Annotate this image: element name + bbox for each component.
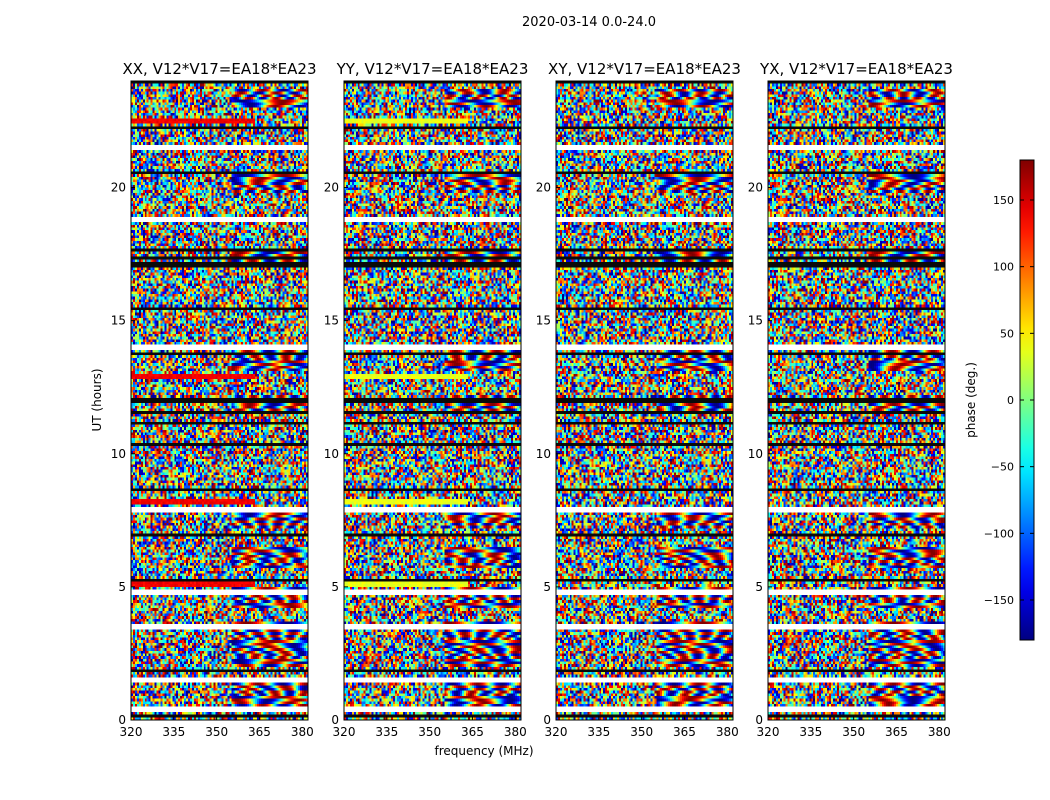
colorbar-tick-label: 100	[993, 261, 1014, 274]
y-tick-label: 10	[324, 447, 339, 461]
x-tick-label: 365	[248, 725, 271, 739]
panel-title: XY, V12*V17=EA18*EA23	[548, 60, 741, 78]
x-tick-label: 320	[757, 725, 780, 739]
y-tick-label: 15	[536, 314, 551, 328]
colorbar-tick-label: −50	[991, 461, 1014, 474]
x-tick-label: 335	[799, 725, 822, 739]
y-tick-label: 0	[543, 713, 551, 727]
y-tick-label: 15	[324, 314, 339, 328]
y-tick-label: 10	[748, 447, 763, 461]
x-tick-label: 380	[291, 725, 314, 739]
panel-yx: YX, V12*V17=EA18*EA23 320 335 350 365 380 0 5 10…	[748, 60, 953, 739]
y-tick-label: 0	[755, 713, 763, 727]
y-tick-label: 5	[118, 580, 126, 594]
panel-title: YX, V12*V17=EA18*EA23	[759, 60, 953, 78]
phase-heatmap-xy	[556, 81, 733, 720]
x-tick-label: 365	[885, 725, 908, 739]
y-tick-label: 20	[748, 181, 763, 195]
panel-yy: YY, V12*V17=EA18*EA23 320 335 350 365 380 0 5 10…	[324, 60, 529, 739]
panel-title: XX, V12*V17=EA18*EA23	[122, 60, 316, 78]
y-tick-label: 0	[331, 713, 339, 727]
panel-xy: XY, V12*V17=EA18*EA23 320 335 350 365 380 0 5 10…	[536, 60, 741, 739]
panel-title: YY, V12*V17=EA18*EA23	[336, 60, 529, 78]
colorbar-label: phase (deg.)	[964, 362, 978, 438]
panel-xx: XX, V12*V17=EA18*EA23 320 335 350 365 380 0 5 10…	[111, 60, 317, 739]
y-axis-label: UT (hours)	[90, 368, 104, 431]
plot-frame	[343, 80, 522, 721]
x-tick-label: 320	[120, 725, 143, 739]
x-tick-label: 320	[545, 725, 568, 739]
x-tick-label: 335	[375, 725, 398, 739]
y-tick-label: 5	[331, 580, 339, 594]
x-tick-label: 380	[928, 725, 951, 739]
y-tick-label: 20	[324, 181, 339, 195]
y-tick-label: 5	[755, 580, 763, 594]
y-tick-label: 10	[536, 447, 551, 461]
plot-frame	[130, 80, 309, 721]
colorbar-tick-label: 0	[1007, 394, 1014, 407]
y-tick-label: 10	[111, 447, 126, 461]
y-tick-label: 20	[536, 181, 551, 195]
figure-title: 2020-03-14 0.0-24.0	[522, 15, 656, 30]
y-tick-label: 0	[118, 713, 126, 727]
x-axis-label: frequency (MHz)	[434, 744, 533, 758]
y-tick-label: 15	[111, 314, 126, 328]
x-tick-label: 350	[205, 725, 228, 739]
colorbar-tick-label: 150	[993, 194, 1014, 207]
colorbar-tick-label: 50	[1000, 327, 1014, 340]
phase-heatmap-yx	[768, 81, 945, 720]
phase-heatmap-yy	[344, 81, 521, 720]
x-tick-label: 365	[461, 725, 484, 739]
phase-heatmap-xx	[131, 81, 308, 720]
x-tick-label: 320	[333, 725, 356, 739]
x-tick-label: 350	[842, 725, 865, 739]
x-tick-label: 335	[162, 725, 185, 739]
plot-frame	[767, 80, 946, 721]
y-tick-label: 15	[748, 314, 763, 328]
x-tick-label: 350	[418, 725, 441, 739]
plot-frame	[555, 80, 734, 721]
x-tick-label: 365	[673, 725, 696, 739]
colorbar: 150 100 50 0 −50 −100 −150 phase (deg.)	[964, 159, 1035, 641]
x-tick-label: 335	[587, 725, 610, 739]
colorbar-tick-label: −100	[984, 527, 1014, 540]
panels: XX, V12*V17=EA18*EA23 320 335 350 365 380 0 5 10…	[111, 60, 953, 739]
y-tick-label: 5	[543, 580, 551, 594]
x-tick-label: 380	[716, 725, 739, 739]
x-tick-label: 380	[504, 725, 527, 739]
x-tick-label: 350	[630, 725, 653, 739]
colorbar-tick-label: −150	[984, 594, 1014, 607]
y-tick-label: 20	[111, 181, 126, 195]
